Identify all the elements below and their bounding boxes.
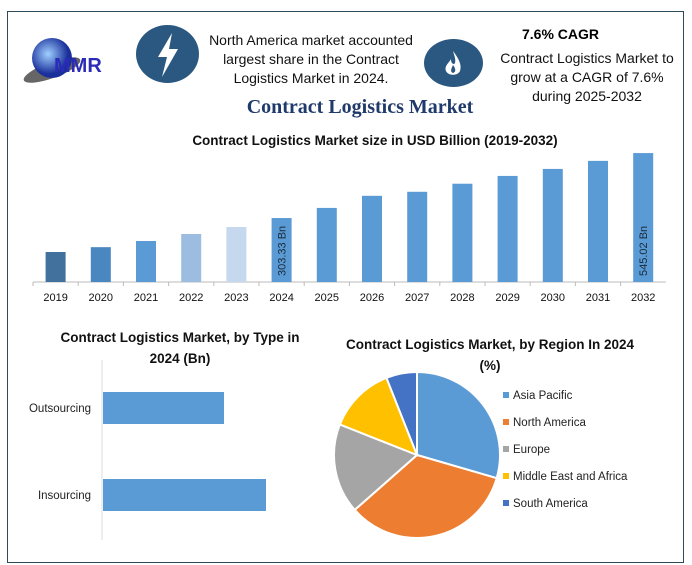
bar-2032 [633,153,654,282]
tick-label-2024: 2024 [269,292,293,304]
bar-2023 [226,227,247,282]
slice-asia-pacific [416,370,501,480]
bar-2031 [588,160,608,282]
main-title: Contract Logistics Market [246,96,474,118]
legend-swatch [503,392,509,398]
bar-2022 [181,233,202,282]
legend-swatch [503,500,509,506]
bar-chart-title: Contract Logistics Market size in USD Bi… [192,133,558,148]
bar-2020 [90,247,111,282]
bar-2025 [316,207,337,282]
bar-2029 [497,175,518,282]
tick-label-2019: 2019 [43,292,67,304]
tick-label-2032: 2032 [631,292,655,304]
tick-label-2027: 2027 [405,292,429,304]
legend-label: Middle East and Africa [513,471,628,483]
info-cagr: Contract Logistics Market to grow at a C… [500,50,674,104]
type-chart: Outsourcing Insourcing [29,360,266,540]
bar-insourcing [103,479,266,511]
legend-swatch [503,473,509,479]
region-chart: Asia Pacific North America Europe Middle Ea… [333,370,628,539]
tick-label-2028: 2028 [450,292,474,304]
bar-outsourcing [103,392,224,424]
cagr-title: 7.6% CAGR [522,26,600,42]
legend-label: Asia Pacific [513,390,573,402]
legend-label: South America [513,498,588,510]
region-chart-title: Contract Logistics Market, by Region In … [345,337,635,373]
flame-icon [424,39,483,87]
bar-2021 [136,240,156,282]
type-chart-title: Contract Logistics Market, by Type in 20… [60,330,300,366]
tick-label-2031: 2031 [586,292,610,304]
bar-2026 [362,195,382,282]
slice-europe [333,423,419,512]
bar-2019 [45,252,66,282]
mmr-logo: MMR [23,38,102,83]
tick-label-2023: 2023 [224,292,248,304]
legend-swatch [503,446,509,452]
bar-2027 [407,191,428,282]
lightning-icon [136,25,199,83]
tick-label-2020: 2020 [89,292,113,304]
tick-label-2029: 2029 [495,292,519,304]
bar-2030 [542,168,563,282]
legend-swatch [503,419,509,425]
slice-north-america [353,453,498,539]
logo-text: MMR [54,55,102,77]
slice-middle-east-and-africa [338,376,419,457]
tick-label-2025: 2025 [315,292,339,304]
data-label-2024: 303.33 Bn [277,226,289,276]
market-size-chart: 2019 2020 2021 2022 2023 2024 303.33 Bn 2025 202… [32,153,666,304]
legend-label: Europe [513,444,550,456]
tick-label-2030: 2030 [541,292,565,304]
label-insourcing: Insourcing [38,490,91,502]
legend-label: North America [513,417,586,429]
bar-2024 [271,218,292,282]
tick-label-2021: 2021 [134,292,158,304]
tick-label-2022: 2022 [179,292,203,304]
frame [7,11,684,563]
info-north-america: North America market accounted largest s… [209,32,413,86]
label-outsourcing: Outsourcing [29,403,91,415]
data-label-2032: 545.02 Bn [638,226,650,276]
bar-2028 [452,183,473,282]
slice-south-america [385,370,418,456]
tick-label-2026: 2026 [360,292,384,304]
